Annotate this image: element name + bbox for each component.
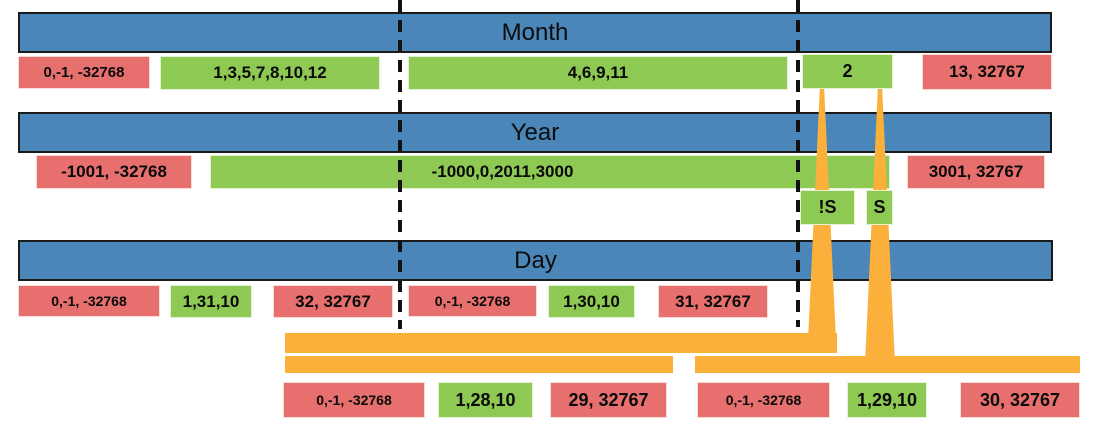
month-valid-30-box: 4,6,9,11 — [408, 56, 788, 90]
day-30-valid-box: 1,30,10 — [548, 285, 635, 318]
day-31-valid-box: 1,31,10 — [170, 285, 252, 318]
feb-leap-invalid-high-box: 30, 32767 — [960, 382, 1080, 418]
feb-nonleap-valid-box: 1,28,10 — [438, 382, 533, 418]
year-not-leap-box: !S — [800, 190, 855, 225]
day-31-invalid-high-box: 32, 32767 — [273, 285, 393, 318]
month-valid-31-box: 1,3,5,7,8,10,12 — [160, 56, 380, 90]
day-30-invalid-low-box: 0,-1, -32768 — [408, 285, 537, 317]
feb-leap-timeline-left — [285, 356, 673, 373]
month-bar-title: Month — [501, 18, 569, 46]
separator-dashed-line-right — [796, 0, 800, 327]
month-invalid-low-box: 0,-1, -32768 — [18, 56, 150, 89]
month-bar: Month — [18, 12, 1052, 53]
feb-nonleap-invalid-high-box: 29, 32767 — [550, 382, 667, 418]
separator-dashed-line-left — [398, 0, 402, 329]
day-bar: Day — [18, 240, 1053, 281]
year-bar-title: Year — [510, 118, 560, 146]
year-invalid-low-box: -1001, -32768 — [36, 155, 192, 189]
year-leap-box: S — [866, 190, 893, 225]
month-invalid-high-box: 13, 32767 — [922, 54, 1052, 90]
year-bar: Year — [18, 112, 1052, 153]
feb-leap-valid-box: 1,29,10 — [847, 382, 927, 418]
year-valid-box: -1000,0,2011,3000 — [210, 155, 890, 189]
month-february-box: 2 — [802, 54, 893, 89]
day-31-invalid-low-box: 0,-1, -32768 — [18, 285, 160, 317]
feb-nonleap-timeline — [285, 333, 837, 353]
year-invalid-high-box: 3001, 32767 — [907, 155, 1045, 189]
feb-leap-invalid-low-box: 0,-1, -32768 — [697, 382, 830, 418]
day-bar-title: Day — [514, 246, 557, 274]
feb-nonleap-invalid-low-box: 0,-1, -32768 — [283, 382, 425, 418]
feb-leap-timeline-right — [695, 356, 1080, 373]
day-30-invalid-high-box: 31, 32767 — [658, 285, 768, 318]
